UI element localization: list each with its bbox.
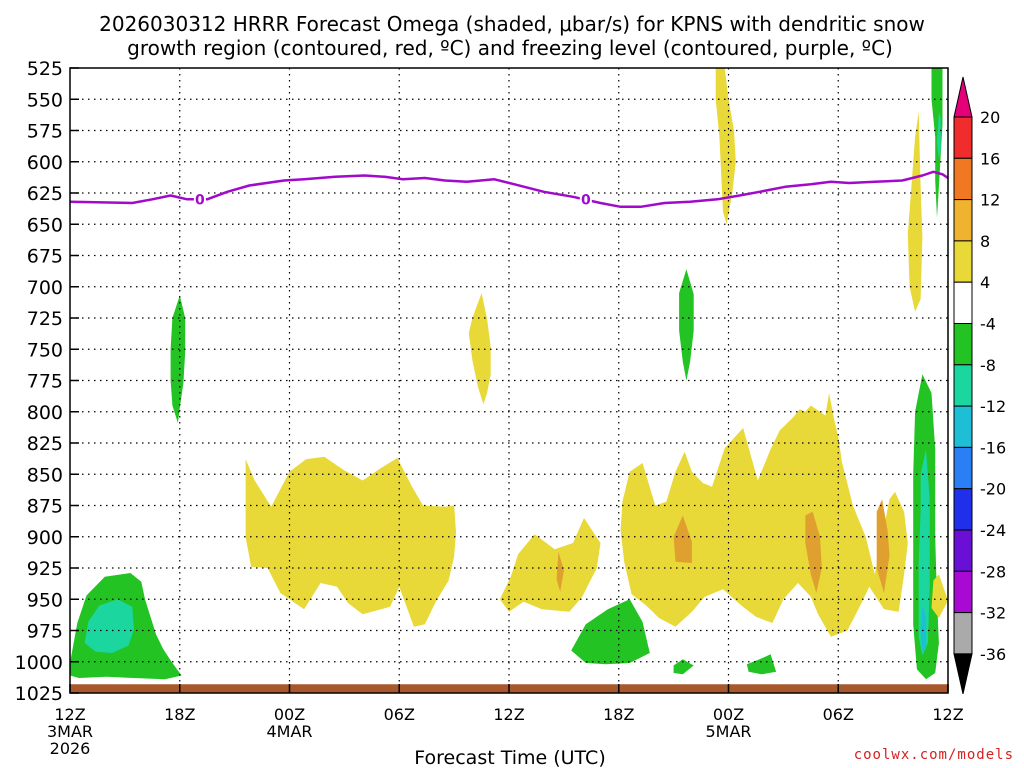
- colorbar-label: -36: [980, 645, 1006, 664]
- colorbar-label: -12: [980, 397, 1006, 416]
- freezing-label-bg: [579, 191, 592, 207]
- colorbar-box: [953, 612, 973, 655]
- colorbar-box: [953, 199, 973, 242]
- x-date-label: 4MAR: [266, 722, 312, 741]
- y-tick-label: 875: [27, 496, 63, 518]
- y-tick-label: 750: [27, 339, 63, 361]
- x-tick-label: 12Z: [932, 705, 963, 724]
- omega-region-green-midlevel-2: [679, 269, 694, 381]
- colorbar-box: [953, 364, 973, 407]
- y-tick-label: 925: [27, 558, 63, 580]
- y-tick-label: 725: [27, 308, 63, 330]
- colorbar-legend: 20 16 12 8 4 -4 -8 -12 -16 -20 -24 -28 -32 -36: [953, 76, 1006, 695]
- colorbar-label: -8: [980, 356, 996, 375]
- y-axis: 525 550 575 600 625 650 675 700 725 750 775 800 825 8…: [15, 58, 79, 705]
- y-tick-label: 675: [27, 246, 63, 268]
- colorbar-box: [953, 116, 973, 159]
- omega-region-cyan-column: [920, 605, 926, 652]
- x-tick-label: 18Z: [164, 705, 195, 724]
- y-tick-label: 850: [27, 464, 63, 486]
- colorbar-box: [953, 323, 973, 366]
- colorbar-box: [953, 488, 973, 531]
- omega-region-green-lowlevel-2: [571, 599, 650, 665]
- y-tick-label: 575: [27, 121, 63, 143]
- omega-region-yellow-upper-2: [715, 68, 736, 225]
- colorbar-bottom-arrow: [953, 653, 973, 695]
- colorbar-box: [953, 446, 973, 490]
- chart-title-line-2: growth region (contoured, red, ºC) and f…: [127, 36, 893, 60]
- y-tick-label: 825: [27, 433, 63, 455]
- freezing-level-label: 0: [581, 193, 591, 209]
- omega-region-yellow-upper-3: [907, 111, 923, 312]
- credit-text: coolwx.com/models: [854, 747, 1014, 763]
- freezing-level-label: 0: [195, 192, 205, 208]
- y-tick-label: 625: [27, 183, 63, 205]
- colorbar-label: 16: [980, 149, 1000, 168]
- colorbar-label: -28: [980, 562, 1006, 581]
- colorbar-label: 8: [980, 232, 990, 251]
- omega-region-green-midlevel-1: [170, 295, 186, 423]
- x-date-label: 3MAR: [47, 722, 93, 741]
- y-tick-label: 525: [27, 58, 63, 80]
- colorbar-label: 12: [980, 191, 1000, 210]
- colorbar-label: -20: [980, 480, 1006, 499]
- y-tick-label: 600: [27, 152, 63, 174]
- colorbar-label: 4: [980, 273, 990, 292]
- y-tick-label: 1000: [15, 652, 63, 674]
- y-tick-label: 1025: [15, 683, 63, 705]
- y-tick-label: 650: [27, 214, 63, 236]
- x-axis-label: Forecast Time (UTC): [414, 747, 605, 768]
- colorbar-box: [953, 529, 973, 572]
- omega-shading-layer: [70, 68, 948, 693]
- freezing-level-line: [70, 170, 948, 209]
- omega-region-teal-top-column: [937, 111, 941, 160]
- omega-region-orange-1: [673, 515, 692, 563]
- colorbar-label: -4: [980, 315, 996, 334]
- omega-region-teal-lowlevel-1: [84, 599, 134, 653]
- chart-title-line-1: 2026030312 HRRR Forecast Omega (shaded, …: [99, 12, 925, 36]
- colorbar-box: [953, 405, 973, 448]
- colorbar-label: -32: [980, 604, 1006, 623]
- x-tick-label: 18Z: [603, 705, 634, 724]
- y-tick-label: 975: [27, 621, 63, 643]
- x-tick-label: 06Z: [823, 705, 854, 724]
- omega-region-yellow-upper-1: [468, 293, 491, 405]
- omega-region-green-tiny-2: [746, 654, 777, 675]
- y-tick-label: 800: [27, 402, 63, 424]
- omega-region-yellow-band-2: [499, 518, 601, 612]
- dotted-grid: [70, 68, 948, 693]
- omega-region-teal-column: [918, 449, 930, 656]
- omega-region-yellow-band-3: [620, 393, 908, 637]
- x-tick-label: 00Z: [713, 705, 744, 724]
- x-year-label: 2026: [50, 739, 91, 758]
- colorbar-box: [953, 281, 973, 325]
- y-tick-label: 900: [27, 527, 63, 549]
- y-tick-label: 775: [27, 371, 63, 393]
- colorbar-box: [953, 157, 973, 201]
- colorbar-top-arrow: [953, 76, 973, 118]
- colorbar-label: -24: [980, 521, 1006, 540]
- omega-region-yellow-band-1: [245, 456, 456, 627]
- omega-region-orange-3: [876, 499, 890, 593]
- colorbar-label: -16: [980, 438, 1006, 457]
- colorbar-label: 20: [980, 108, 1000, 127]
- omega-region-orange-small-1: [556, 551, 564, 592]
- x-tick-label: 06Z: [384, 705, 415, 724]
- colorbar-box: [953, 570, 973, 614]
- x-date-label: 5MAR: [705, 722, 751, 741]
- y-tick-label: 700: [27, 277, 63, 299]
- x-tick-label: 00Z: [274, 705, 305, 724]
- colorbar-box: [953, 240, 973, 283]
- x-tick-label: 12Z: [493, 705, 524, 724]
- freezing-label-bg: [193, 191, 206, 207]
- omega-region-orange-2: [805, 511, 822, 593]
- y-tick-label: 950: [27, 589, 63, 611]
- omega-region-yellow-small-right: [931, 574, 948, 618]
- omega-region-green-tiny-1: [673, 659, 694, 675]
- x-tick-label: 12Z: [54, 705, 85, 724]
- y-tick-label: 550: [27, 89, 63, 111]
